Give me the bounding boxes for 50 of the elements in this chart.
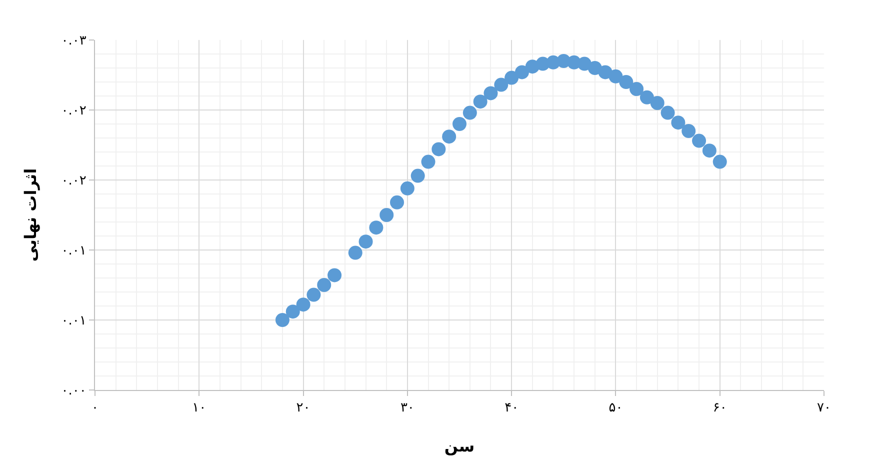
y-axis-title: اثرات نهایی bbox=[21, 168, 40, 262]
point bbox=[484, 86, 498, 100]
point bbox=[692, 134, 706, 148]
point bbox=[473, 94, 488, 109]
point bbox=[494, 78, 508, 92]
point bbox=[296, 298, 310, 312]
point bbox=[421, 154, 436, 169]
point bbox=[619, 75, 634, 89]
y-tick-label: ۰.۰۳ bbox=[61, 34, 86, 49]
point bbox=[650, 96, 664, 110]
point bbox=[640, 90, 654, 104]
point bbox=[630, 82, 644, 96]
x-tick-label: ۱۰ bbox=[192, 400, 206, 416]
point bbox=[275, 313, 290, 327]
point bbox=[317, 278, 332, 292]
point bbox=[462, 106, 477, 120]
point bbox=[358, 234, 373, 249]
y-tick-label: ۰.۰۰ bbox=[61, 384, 86, 399]
x-tick-label: ۰ bbox=[92, 400, 98, 416]
x-tick-label: ۵۰ bbox=[608, 400, 623, 416]
x-tick-label: ۲۰ bbox=[296, 400, 310, 416]
point bbox=[608, 69, 623, 84]
point bbox=[328, 268, 342, 282]
y-tick-label: ۰.۰۲ bbox=[61, 104, 86, 119]
point bbox=[390, 195, 404, 210]
point bbox=[380, 208, 394, 222]
point bbox=[369, 220, 384, 235]
y-tick-label: ۰.۰۱ bbox=[61, 314, 86, 329]
x-tick-label: ۴۰ bbox=[504, 400, 519, 416]
x-axis-title: سن bbox=[444, 436, 475, 456]
point bbox=[660, 106, 675, 120]
y-tick-label: ۰.۰۲ bbox=[61, 174, 86, 189]
x-tick-label: ۶۰ bbox=[712, 400, 727, 416]
point bbox=[452, 117, 466, 131]
point bbox=[442, 130, 456, 144]
point bbox=[514, 65, 529, 80]
point bbox=[682, 124, 696, 138]
point bbox=[702, 144, 716, 158]
point bbox=[671, 116, 686, 130]
point bbox=[432, 142, 446, 156]
point bbox=[286, 304, 300, 319]
x-tick-label: ۳۰ bbox=[400, 400, 414, 416]
point bbox=[504, 70, 519, 85]
point bbox=[348, 246, 362, 260]
point bbox=[400, 181, 414, 196]
x-tick-label: ۷۰ bbox=[817, 400, 831, 416]
point bbox=[712, 154, 727, 169]
point bbox=[306, 288, 321, 302]
y-tick-label: ۰.۰۱ bbox=[61, 244, 86, 259]
point bbox=[410, 168, 425, 183]
